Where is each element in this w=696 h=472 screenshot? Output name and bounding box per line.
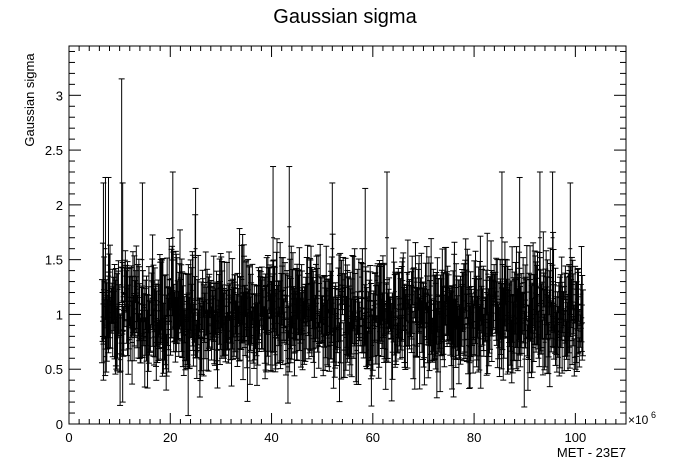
y-tick-label: 0 [56,417,63,432]
x-tick-label: 100 [565,430,587,445]
data-point-group-highlight [169,171,176,304]
data-point-group [546,270,553,316]
data-point-group [254,302,261,386]
data-point-group [363,270,370,367]
y-tick-label: 0.5 [45,362,63,377]
data-point-group [273,251,280,336]
data-point-group [386,296,393,330]
data-point-group-highlight [383,171,390,304]
y-axis-label: Gaussian sigma [22,53,37,147]
data-point-group [241,255,248,343]
data-point-group [332,288,339,369]
data-point-group [266,266,273,315]
chart-title: Gaussian sigma [273,6,417,28]
data-point-group [392,273,399,362]
data-point-group [579,289,586,357]
x-tick-label: 40 [264,430,278,445]
x-tick-label: 80 [467,430,481,445]
data-point-group [485,314,492,367]
y-tick-label: 2.5 [45,143,63,158]
data-point-group-highlight [362,187,369,310]
x-multiplier: ×10 6 [628,410,656,427]
x-multiplier-base: ×10 [628,413,649,427]
data-point-group-highlight [119,182,126,403]
data-point-group-highlight [286,166,293,288]
data-point-group [314,274,321,353]
x-tick-label: 60 [366,430,380,445]
data-point-group-highlight [549,171,556,304]
data-point-group-highlight [567,182,574,315]
y-tick-label: 1.5 [45,253,63,268]
x-axis-label: MET - 23E7 [557,445,626,460]
data-point-group-highlight [498,171,505,304]
data-point-group [548,302,555,353]
data-point-group [456,279,463,359]
data-point-group [165,286,172,373]
data-marks [98,78,586,417]
x-tick-label: 0 [65,430,72,445]
data-point-group [483,279,490,376]
data-point-group [561,272,568,301]
data-point-group-highlight [105,176,112,354]
data-point-group [340,256,347,303]
data-point-group [484,293,491,375]
data-point-group-highlight [516,176,523,299]
series-0 [98,78,586,417]
x-tick-label: 20 [163,430,177,445]
data-point-group [337,294,344,364]
y-tick-label: 1 [56,307,63,322]
data-point-group [307,259,314,352]
data-point-group-highlight [270,166,277,310]
axes: 0 20 40 60 80 100 0 0.5 1 1.5 2 2.5 3 [45,45,627,445]
data-point-group [229,258,236,350]
data-point-group [466,286,473,364]
data-point-group [323,245,330,336]
data-point-group [476,260,483,357]
y-tick-label: 3 [56,88,63,103]
data-point-group-highlight [536,171,543,304]
data-point-group-highlight [139,182,146,337]
plot-frame [68,45,627,425]
data-point-group [427,262,434,347]
data-point-group [412,242,419,323]
data-point-group [201,284,208,343]
data-point-group-highlight [192,187,199,310]
data-point-group-highlight [329,182,336,315]
y-tick-label: 2 [56,198,63,213]
x-multiplier-exponent: 6 [651,410,656,420]
data-point-group [256,269,263,335]
data-point-group [552,267,559,366]
